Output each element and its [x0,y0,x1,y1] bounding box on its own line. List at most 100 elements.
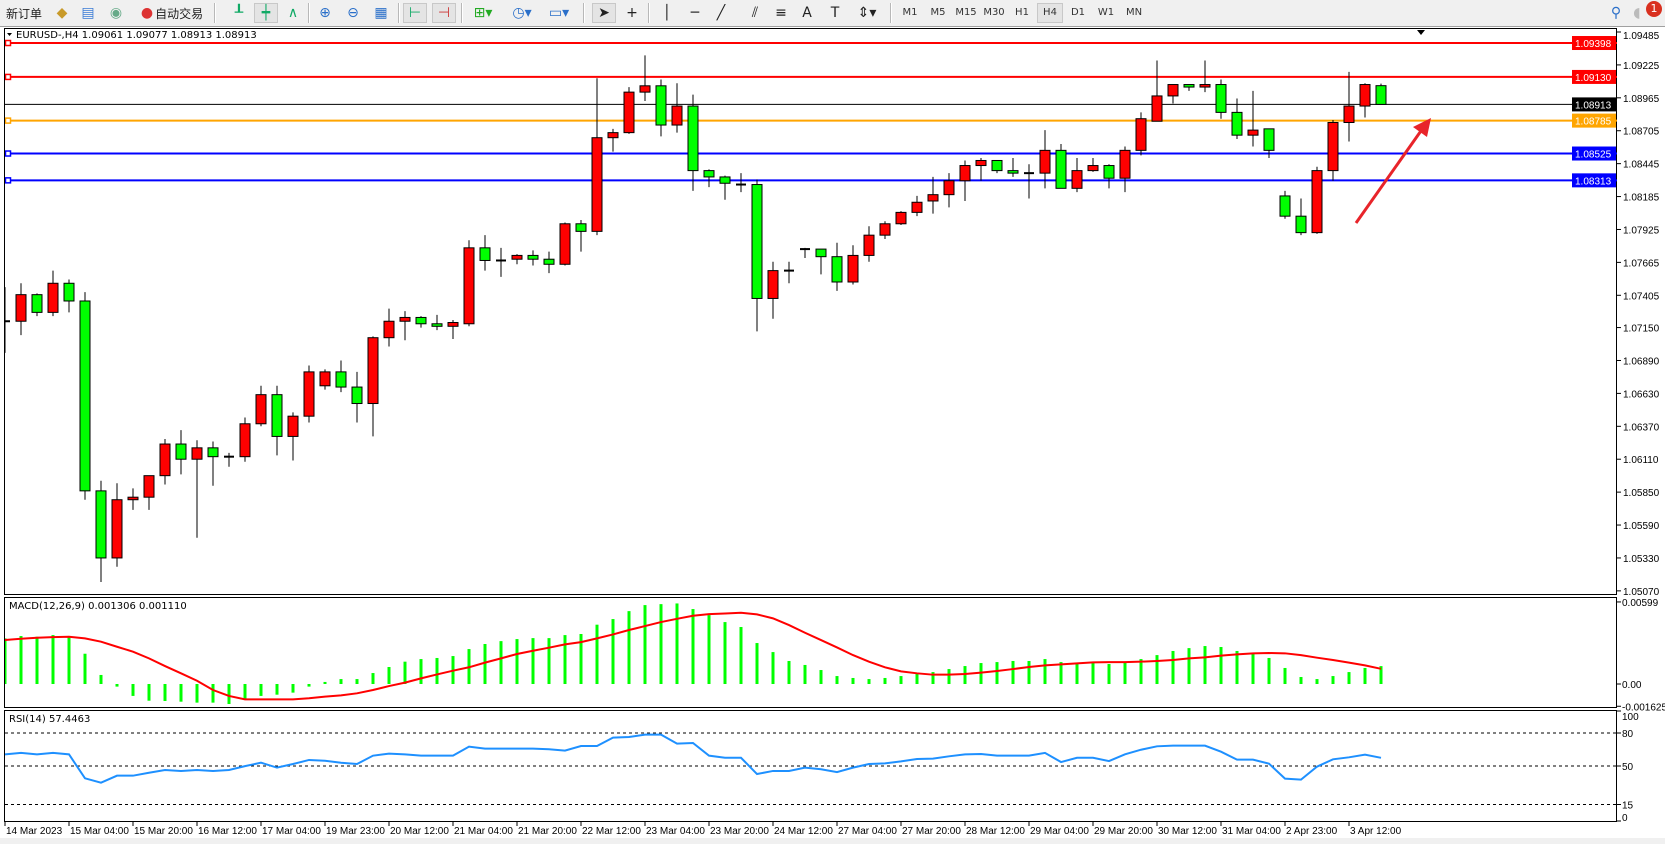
candle-body [15,294,27,322]
candle-body [47,282,59,313]
time-axis-label: 23 Mar 20:00 [710,826,769,837]
time-axis-label: 21 Mar 04:00 [454,826,513,837]
macd-histogram-bar [595,624,599,684]
candle [383,308,395,347]
bar-chart-icon[interactable]: ┸ [234,5,244,21]
line-chart-icon[interactable]: ∧ [287,5,299,21]
candle-body [111,499,123,559]
macd-histogram-bar [307,684,311,687]
vertical-line-icon[interactable]: │ [662,5,672,21]
macd-histogram-bar [1155,655,1159,684]
rsi-label: RSI(14) 57.4463 [9,714,90,725]
macd-histogram-bar [659,604,663,684]
timeframe-h4[interactable]: H4 [1037,3,1063,23]
candle [703,169,715,188]
macd-histogram-bar [819,670,823,684]
candle [367,336,379,437]
timeframe-mn[interactable]: MN [1125,7,1143,18]
level-handle [5,39,12,47]
horizontal-line-icon[interactable]: ─ [690,5,700,21]
candle [1119,146,1131,193]
candle [1375,83,1387,105]
candle [911,195,923,217]
candle-body [527,254,539,260]
time-axis-label: 3 Apr 12:00 [1350,826,1402,837]
zoom-in-icon[interactable]: ⊕ [319,5,331,21]
autoscroll-icon[interactable]: ⊣ [432,3,456,23]
new-order-button[interactable]: 新订单 [2,3,46,23]
candle [1343,71,1355,142]
chart-shift-marker-icon[interactable] [1417,30,1425,35]
price-axis-label: 1.06630 [1623,389,1660,400]
signals-icon[interactable]: ◉ [109,5,123,21]
macd-histogram-bar [275,684,279,695]
macd-histogram-bar [1379,666,1383,684]
candle [399,311,411,341]
macd-histogram-bar [723,622,727,684]
candle [239,417,251,462]
rsi-axis-label: 100 [1622,712,1639,723]
timeframe-m5[interactable]: M5 [930,7,946,18]
candle [1167,84,1179,104]
time-axis-label: 14 Mar 2023 [6,826,63,837]
chart-menu-triangle-icon[interactable] [7,33,12,36]
trendline-icon[interactable]: ╱ [716,5,726,21]
candle-body [879,223,891,236]
candle [111,483,123,567]
cursor-icon[interactable]: ➤ [592,3,616,23]
new-chart-icon[interactable]: ⊞▾ [473,5,493,21]
chart-shift-icon[interactable]: ⊢ [403,3,427,23]
macd-histogram-bar [1107,664,1111,684]
red-arrow-annotation[interactable] [1354,118,1431,224]
macd-histogram-bar [691,609,695,684]
candle [63,279,75,313]
price-axis-label: 1.07665 [1623,258,1660,269]
macd-histogram-bar [227,684,231,704]
time-axis-label: 16 Mar 12:00 [198,826,257,837]
time-axis-label: 30 Mar 12:00 [1158,826,1217,837]
timeframe-d1[interactable]: D1 [1070,7,1086,18]
fibonacci-icon[interactable]: ≡ [775,5,787,21]
timeframe-m15[interactable]: M15 [955,7,977,18]
equidistant-channel-icon[interactable]: ⫽ [751,5,759,21]
candle [479,235,491,271]
candle-body [159,443,171,477]
crosshair-icon[interactable]: + [626,5,638,21]
templates-icon[interactable]: ▭▾ [548,5,570,21]
navigator-icon[interactable]: ◆ [56,5,68,21]
auto-trading-button[interactable]: ● 自动交易 [134,3,210,23]
candle [1263,128,1275,158]
candle-body [319,371,331,387]
macd-histogram-bar [867,679,871,684]
candle [575,219,587,252]
timeframe-w1[interactable]: W1 [1097,7,1115,18]
timeframe-m1[interactable]: M1 [902,7,918,18]
candle-body [191,447,203,460]
macd-histogram-bar [947,669,951,684]
notifications-icon[interactable]: ◖ [1633,5,1641,21]
search-icon[interactable]: ⚲ [1610,5,1622,21]
text-icon[interactable]: A [802,5,812,21]
chart-title: EURUSD-,H4 1.09061 1.09077 1.08913 1.089… [16,30,257,41]
candlestick-icon[interactable]: ┿ [254,3,278,23]
market-watch-icon[interactable]: ▤ [81,5,95,21]
arrows-icon[interactable]: ⇕▾ [857,5,877,21]
periods-icon[interactable]: ◷▾ [512,5,532,21]
macd-histogram-bar [1139,659,1143,684]
text-label-icon[interactable]: T [830,5,840,21]
zoom-out-icon[interactable]: ⊖ [347,5,359,21]
level-handle [5,117,12,124]
candle [527,250,539,266]
tile-windows-icon[interactable]: ▦ [374,5,388,21]
macd-histogram-bar [195,684,199,703]
timeframe-h1[interactable]: H1 [1015,7,1029,18]
candle [639,55,651,101]
rsi-axis-label: 50 [1622,762,1634,773]
macd-histogram-bar [563,635,567,684]
chart-window[interactable]: 1.09485 1.09225 1.08965 1.08705 1.08445 1.081… [0,27,1665,838]
candle-body [1135,118,1147,151]
candle [1359,83,1371,118]
candle [879,221,891,239]
level-label: 1.08913 [1575,100,1612,111]
timeframe-m30[interactable]: M30 [983,7,1005,18]
